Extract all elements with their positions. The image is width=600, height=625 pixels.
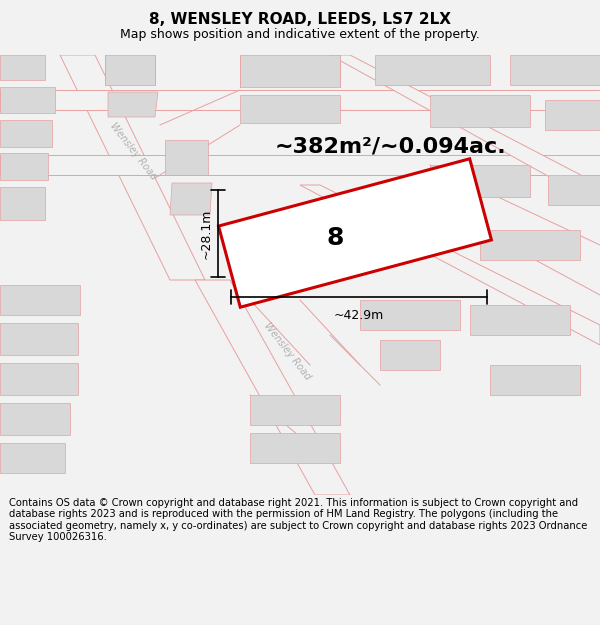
Polygon shape [470,305,570,335]
Polygon shape [0,153,48,180]
Polygon shape [545,100,600,130]
Polygon shape [250,395,340,425]
Polygon shape [250,433,340,463]
Polygon shape [0,285,80,315]
Polygon shape [0,187,45,220]
Polygon shape [0,155,600,175]
Polygon shape [360,300,460,330]
Text: 8: 8 [326,226,344,250]
Polygon shape [0,90,600,110]
Polygon shape [330,55,600,205]
Polygon shape [548,175,600,205]
Polygon shape [60,55,205,280]
Text: Map shows position and indicative extent of the property.: Map shows position and indicative extent… [120,28,480,41]
Text: ~382m²/~0.094ac.: ~382m²/~0.094ac. [274,137,506,157]
Text: 8, WENSLEY ROAD, LEEDS, LS7 2LX: 8, WENSLEY ROAD, LEEDS, LS7 2LX [149,12,451,27]
Polygon shape [195,280,350,495]
Polygon shape [0,120,52,147]
Text: Wensley Road: Wensley Road [262,321,313,382]
Polygon shape [490,365,580,395]
Polygon shape [240,55,340,87]
Polygon shape [510,55,600,85]
Text: Wensley Road: Wensley Road [108,121,158,182]
Polygon shape [0,443,65,473]
Polygon shape [0,323,78,355]
Polygon shape [0,55,45,80]
Polygon shape [380,340,440,370]
Text: ~28.1m: ~28.1m [200,208,213,259]
Polygon shape [165,140,208,175]
Polygon shape [170,183,212,215]
Polygon shape [375,55,490,85]
Polygon shape [0,87,55,113]
Polygon shape [0,363,78,395]
Polygon shape [300,185,600,345]
Polygon shape [430,95,530,127]
Polygon shape [480,230,580,260]
Polygon shape [218,159,491,308]
Polygon shape [0,403,70,435]
Polygon shape [430,165,530,197]
Polygon shape [105,55,155,85]
Text: Contains OS data © Crown copyright and database right 2021. This information is : Contains OS data © Crown copyright and d… [9,498,587,542]
Polygon shape [108,92,158,117]
Polygon shape [240,95,340,123]
Text: ~42.9m: ~42.9m [334,309,384,322]
